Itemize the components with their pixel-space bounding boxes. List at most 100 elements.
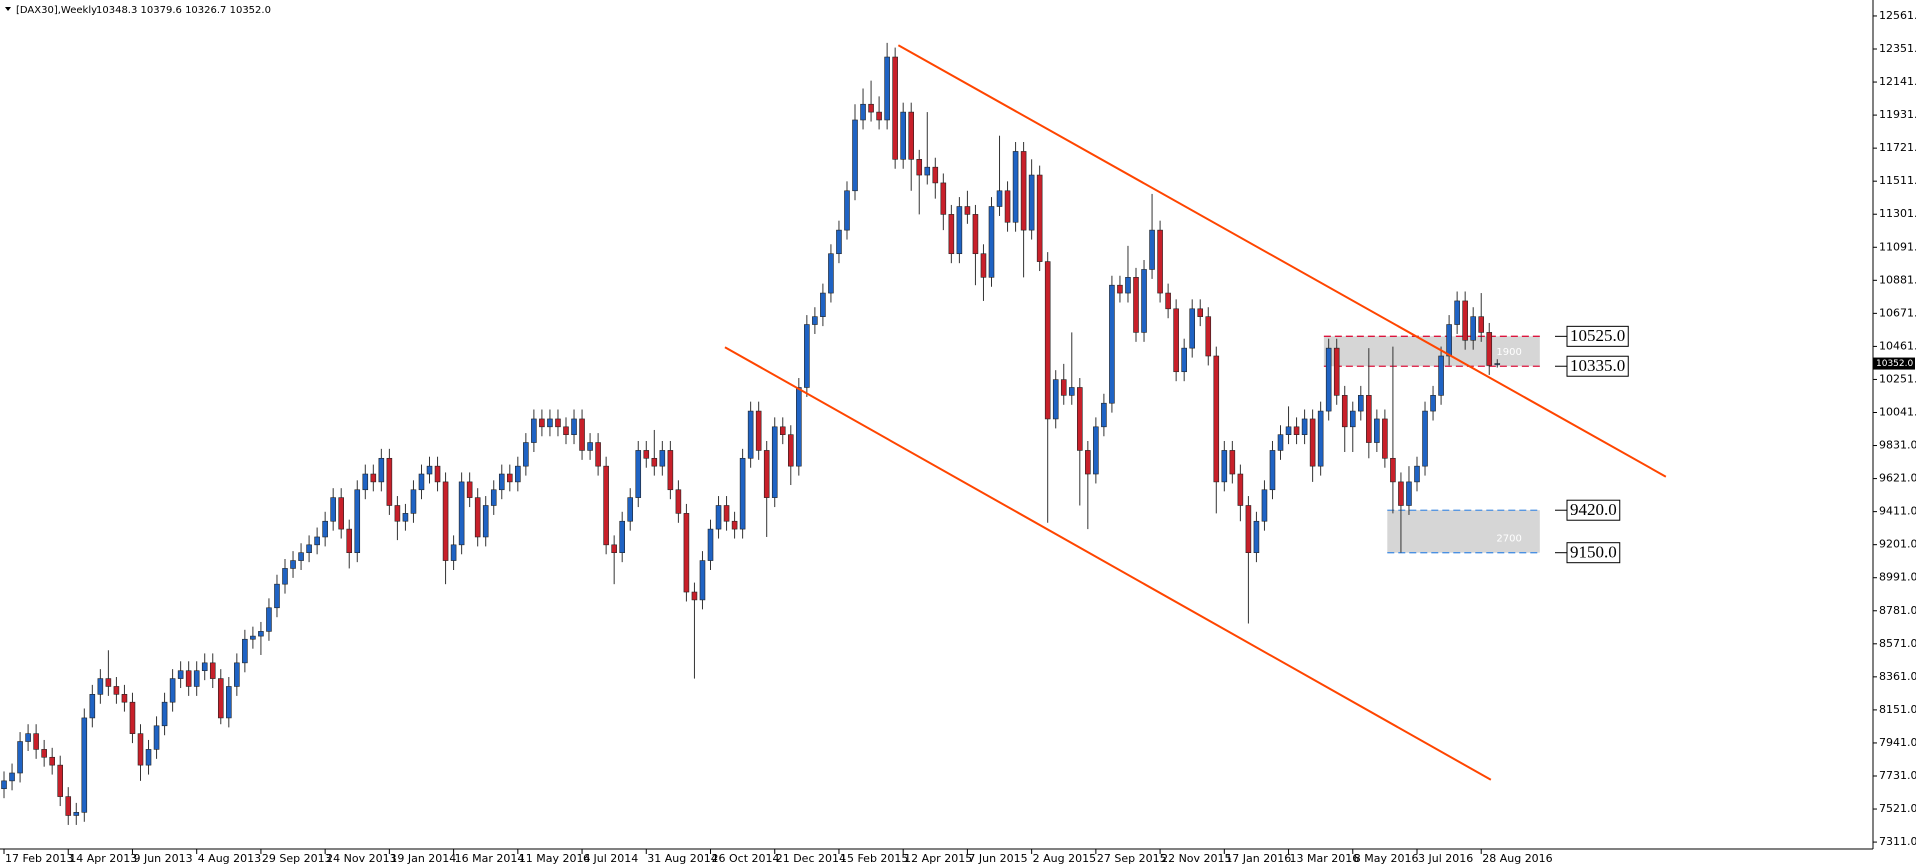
- candle-body: [1020, 151, 1027, 231]
- y-tick-label: 8571.0: [1879, 637, 1916, 650]
- candle-body: [346, 528, 353, 553]
- candle-body: [619, 520, 625, 553]
- candle-body: [274, 583, 280, 609]
- candle-body: [193, 670, 200, 687]
- candle-body: [1414, 465, 1420, 483]
- candle-body: [1430, 395, 1436, 412]
- candle-body: [113, 686, 120, 695]
- candle-body: [844, 190, 850, 231]
- candle-body: [338, 497, 344, 530]
- candle-body: [65, 796, 72, 816]
- level-label: 10335.0: [1570, 356, 1625, 375]
- candle-body: [547, 418, 553, 428]
- candle-body: [1101, 402, 1107, 428]
- candle-body: [145, 749, 152, 766]
- level-label: 10525.0: [1570, 326, 1625, 345]
- candle-body: [298, 552, 304, 561]
- x-tick-label: 11 May 2014: [519, 852, 591, 865]
- x-tick-label: 31 Aug 2014: [647, 852, 717, 865]
- candle-body: [1261, 489, 1268, 522]
- candle-body: [1109, 284, 1115, 404]
- candle-body: [426, 465, 433, 475]
- candle-body: [498, 473, 505, 491]
- candle-body: [1358, 395, 1364, 412]
- current-price-label: 10352.0: [1876, 359, 1913, 369]
- candle-body: [1052, 379, 1059, 420]
- candle-body: [515, 465, 521, 483]
- y-tick-label: 7941.0: [1879, 736, 1916, 749]
- candle-body: [900, 111, 906, 160]
- candle-body: [1093, 426, 1099, 475]
- y-tick-label: 8361.0: [1879, 670, 1916, 683]
- candle-body: [948, 214, 955, 255]
- candle-body: [1189, 308, 1195, 349]
- candle-body: [1269, 450, 1276, 491]
- y-tick-label: 10881.0: [1879, 273, 1916, 286]
- candle-body: [779, 426, 786, 435]
- candle-body: [73, 812, 80, 816]
- candle-body: [458, 481, 465, 546]
- candle-body: [643, 450, 650, 459]
- candle-body: [442, 481, 449, 561]
- zone-box: [1387, 510, 1540, 553]
- candle-body: [595, 442, 601, 467]
- x-tick-label: 29 Sep 2013: [262, 852, 332, 865]
- candle-body: [1301, 418, 1308, 435]
- candle-body: [97, 678, 104, 695]
- candle-body: [747, 410, 754, 459]
- candle-body: [1253, 520, 1260, 553]
- quote: 10348.3 10379.6 10326.7 10352.0: [96, 5, 271, 16]
- candle-body: [1, 780, 7, 790]
- candle-body: [812, 316, 818, 325]
- candle-body: [386, 457, 393, 506]
- candle-body: [290, 560, 296, 569]
- candle-body: [539, 418, 545, 428]
- candle-body: [731, 520, 738, 530]
- x-tick-label: 7 Jun 2015: [968, 852, 1027, 865]
- candle-body: [1173, 308, 1179, 373]
- candles: [1, 42, 1501, 825]
- candle-body: [627, 497, 634, 522]
- candle-body: [1285, 426, 1292, 435]
- candle-body: [49, 756, 55, 766]
- y-tick-label: 11301.0: [1879, 207, 1916, 220]
- candle-body: [1366, 395, 1372, 443]
- x-tick-label: 19 Jan 2014: [390, 852, 456, 865]
- candle-body: [1277, 434, 1284, 451]
- candle-body: [105, 678, 112, 687]
- candle-body: [996, 190, 1003, 207]
- candle-body: [1390, 457, 1396, 483]
- candle-body: [209, 662, 216, 679]
- candle-body: [1245, 505, 1252, 553]
- x-tick-label: 3 Jul 2016: [1418, 852, 1473, 865]
- candle-body: [1125, 277, 1131, 294]
- candle-body: [1028, 174, 1035, 231]
- candle-body: [1341, 395, 1348, 428]
- menu-arrow[interactable]: [5, 7, 11, 11]
- y-tick-label: 9831.0: [1879, 439, 1916, 452]
- candle-body: [579, 418, 585, 451]
- candle-body: [739, 457, 746, 530]
- symbol: [DAX30],Weekly: [16, 5, 97, 16]
- candle-body: [266, 607, 272, 632]
- candle-body: [1213, 355, 1220, 483]
- candle-body: [185, 670, 192, 687]
- x-tick-label: 21 Dec 2014: [776, 852, 846, 865]
- y-tick-label: 8151.0: [1879, 703, 1916, 716]
- y-tick-label: 10671.0: [1879, 306, 1916, 319]
- candle-body: [1333, 347, 1340, 396]
- y-tick-label: 10041.0: [1879, 405, 1916, 418]
- candle-body: [563, 426, 569, 435]
- candle-body: [836, 229, 842, 255]
- candle-body: [41, 749, 47, 758]
- candle-body: [250, 635, 256, 640]
- candle-body: [25, 733, 31, 742]
- candle-body: [1454, 300, 1460, 325]
- candle-body: [1293, 426, 1300, 435]
- x-tick-label: 28 Aug 2016: [1482, 852, 1552, 865]
- candle-body: [611, 544, 617, 553]
- candle-body: [1374, 418, 1380, 443]
- trendline: [897, 44, 1667, 478]
- candle-body: [852, 119, 858, 192]
